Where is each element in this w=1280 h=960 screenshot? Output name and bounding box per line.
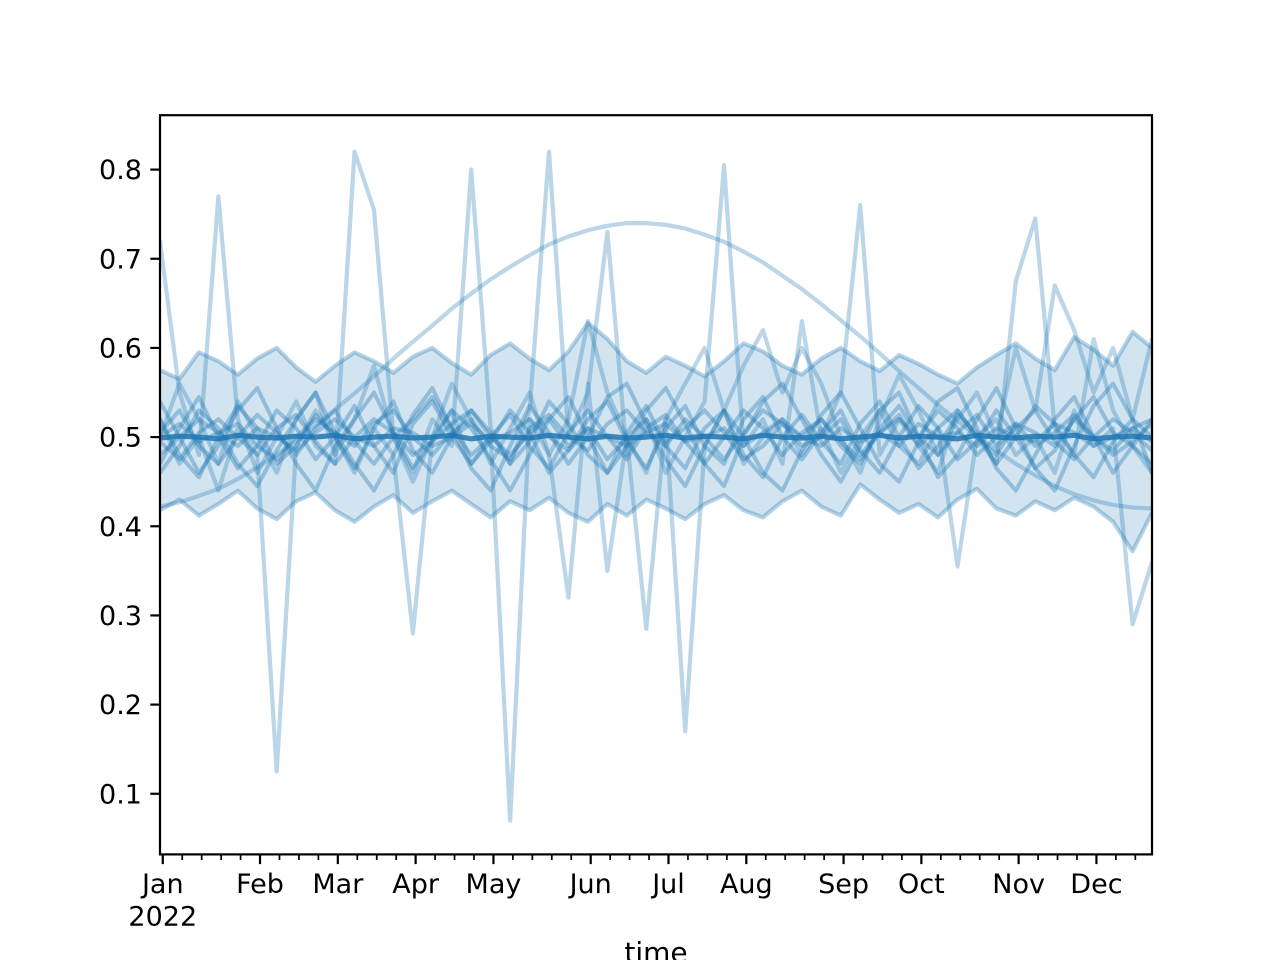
y-tick-label: 0.7 [99,244,142,275]
x-year-label: 2022 [128,902,197,933]
band-lower-edge [160,482,1152,554]
x-tick-label: May [466,869,522,900]
x-tick-label: Apr [392,869,440,900]
plot-border [158,114,1154,856]
y-tick-label: 0.2 [99,690,142,721]
x-tick-label: Jan [140,869,184,900]
ensemble-member-6 [160,408,1152,466]
x-tick-label: Jul [650,869,685,900]
spiky-member-1 [160,149,1152,475]
x-tick-label: Jun [568,869,612,900]
ensemble-member-5 [160,394,1152,471]
x-tick-label: Oct [898,869,945,900]
x-tick-label: Sep [818,869,869,900]
ensemble-member-3 [160,399,1152,480]
x-tick-label: Mar [312,869,364,900]
band-upper-edge [160,320,1152,386]
y-tick-label: 0.3 [99,601,142,632]
y-tick-label: 0.4 [99,512,142,543]
x-tick-label: Dec [1070,869,1122,900]
ensemble-mean [160,432,1152,442]
ensemble-member-2 [160,408,1152,462]
spiky-member-2 [160,381,1152,823]
spiky-member-3 [160,283,1152,484]
ensemble-member-4 [160,394,1152,475]
ensemble-member-7 [160,381,1152,493]
x-tick-label: Aug [720,869,773,900]
y-tick-label: 0.5 [99,423,142,454]
x-axis-label: time [624,936,688,960]
x-tick-label: Nov [992,869,1045,900]
ensemble-member-8 [160,381,1152,493]
y-tick-label: 0.8 [99,155,142,186]
seasonal-trend [160,220,1152,511]
y-tick-label: 0.1 [99,779,142,810]
plot-area [160,149,1152,823]
x-tick-label: Feb [236,869,284,900]
y-tick-label: 0.6 [99,333,142,364]
